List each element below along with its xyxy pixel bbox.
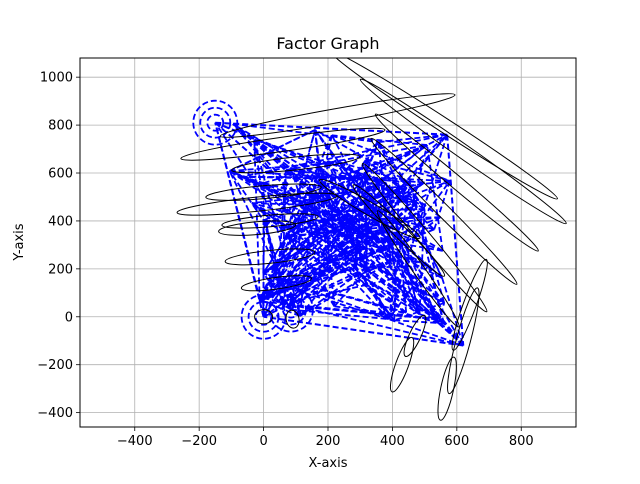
x-tick-label: 0 (259, 434, 267, 449)
y-tick-label: 1000 (40, 71, 73, 86)
y-tick-label: 0 (65, 310, 73, 325)
x-axis-label: X-axis (309, 456, 348, 471)
x-tick-label: 400 (380, 434, 405, 449)
x-tick-label: 200 (316, 434, 341, 449)
x-tick-label: 600 (444, 434, 469, 449)
y-tick-label: 400 (48, 214, 73, 229)
y-axis-label: Y-axis (12, 223, 27, 261)
x-tick-label: −400 (117, 434, 153, 449)
x-tick-label: 800 (509, 434, 534, 449)
y-tick-label: −400 (37, 406, 73, 421)
chart-title: Factor Graph (276, 34, 379, 53)
y-tick-label: −200 (37, 358, 73, 373)
y-tick-label: 600 (48, 167, 73, 182)
x-tick-label: −200 (181, 434, 217, 449)
y-tick-label: 200 (48, 262, 73, 277)
y-tick-label: 800 (48, 119, 73, 134)
